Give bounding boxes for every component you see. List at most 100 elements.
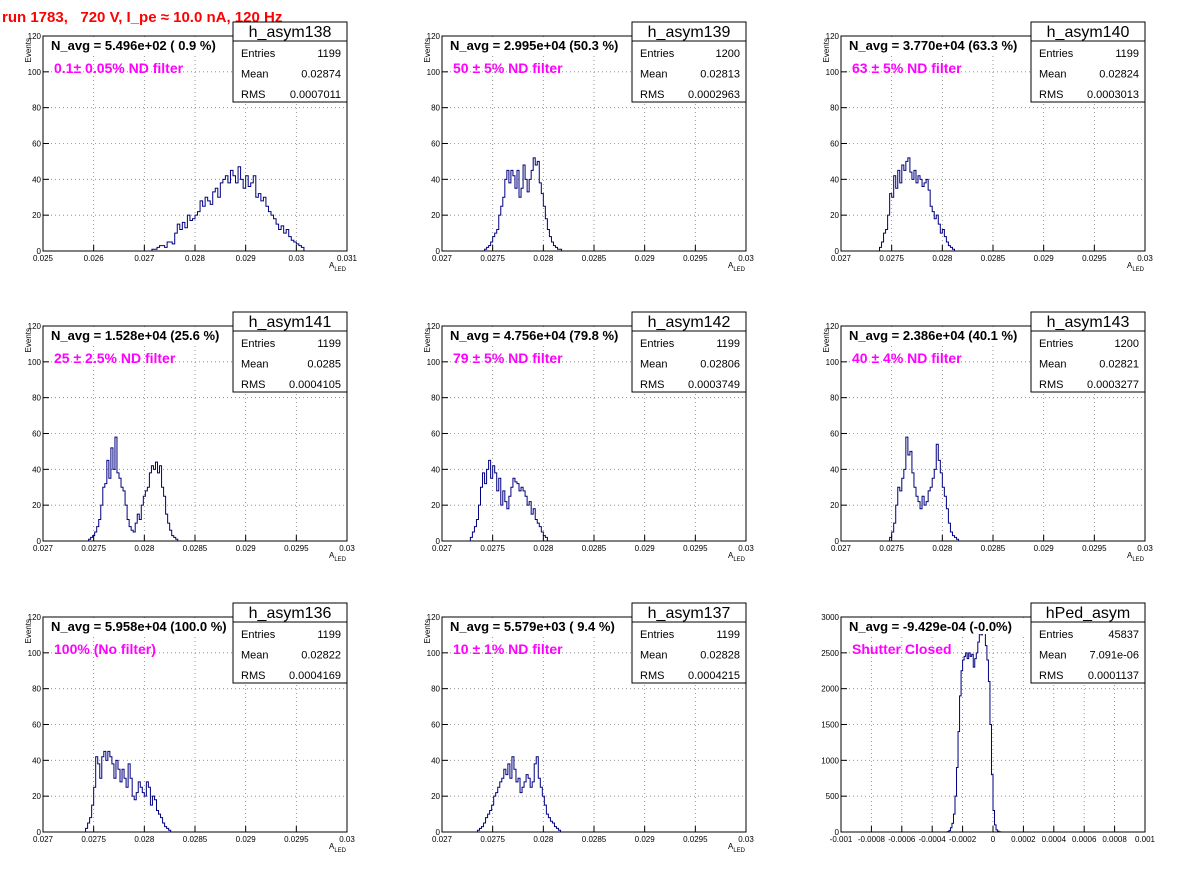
stats-key: Entries [241, 48, 276, 60]
x-axis-label-subscript: LED [1132, 267, 1144, 273]
stats-value: 0.0004169 [289, 670, 341, 682]
x-tick-label: 0.026 [84, 254, 105, 263]
y-tick-label: 80 [431, 394, 440, 403]
stats-box [631, 602, 747, 684]
stats-box [1030, 21, 1146, 103]
y-tick-label: 40 [830, 465, 839, 474]
navg-label: N_avg = 5.958e+04 (100.0 %) [51, 619, 227, 634]
x-tick-label: 0.028 [134, 544, 155, 553]
y-tick-label: 20 [32, 211, 41, 220]
x-tick-label: 0.027 [432, 544, 453, 553]
x-axis-label-subscript: LED [733, 267, 745, 273]
navg-background [447, 37, 629, 53]
y-tick-label: 20 [830, 501, 839, 510]
stats-value: 7.091e-06 [1089, 650, 1139, 662]
histogram-series [946, 623, 1002, 833]
x-tick-label: 0.0002 [1011, 835, 1036, 844]
x-tick-label: 0.029 [635, 254, 656, 263]
histogram-panel: 0.027 0.0275 0.028 0.0285 0.029 0.0295 0.03 0 20… [423, 602, 754, 854]
stats-key: Mean [640, 650, 668, 662]
stats-key: RMS [241, 670, 265, 682]
x-tick-label: 0.027 [33, 835, 54, 844]
histogram-name: h_asym141 [249, 314, 332, 331]
y-tick-label: 80 [830, 104, 839, 113]
stats-value: 0.0003277 [1087, 379, 1139, 391]
stats-value: 1200 [716, 48, 740, 60]
y-tick-label: 1000 [821, 756, 839, 765]
y-tick-label: 80 [32, 685, 41, 694]
stats-key: Entries [640, 629, 675, 641]
y-tick-label: 0 [835, 247, 840, 256]
navg-label: N_avg = 2.386e+04 (40.1 %) [849, 328, 1017, 343]
filter-note: 0.1± 0.05% ND filter [54, 60, 184, 76]
x-tick-label: 0.027 [432, 835, 453, 844]
x-tick-label: 0.029 [236, 544, 257, 553]
y-tick-label: 0 [835, 828, 840, 837]
y-tick-label: 60 [32, 721, 41, 730]
stats-key: RMS [640, 670, 664, 682]
x-tick-label: 0.028 [533, 254, 554, 263]
y-tick-label: 60 [32, 140, 41, 149]
y-tick-label: 20 [830, 211, 839, 220]
filter-note: 10 ± 1% ND filter [453, 641, 563, 657]
stats-key: RMS [1039, 670, 1063, 682]
x-axis-label: ALED [728, 842, 746, 854]
y-tick-label: 2000 [821, 685, 839, 694]
y-tick-label: 100 [826, 68, 840, 77]
y-axis-label: Events [24, 619, 33, 643]
histogram-name: h_asym137 [648, 605, 731, 622]
histogram-series [85, 750, 172, 832]
y-tick-label: 0 [37, 828, 42, 837]
x-tick-label: 0.03 [289, 254, 305, 263]
stats-box [232, 21, 348, 103]
stats-box [1030, 311, 1146, 393]
x-tick-label: 0.025 [33, 254, 54, 263]
y-tick-label: 60 [830, 140, 839, 149]
y-tick-label: 60 [32, 430, 41, 439]
stats-value: 1199 [317, 48, 341, 60]
y-tick-label: 20 [431, 792, 440, 801]
x-tick-label: 0.027 [831, 544, 852, 553]
stats-value: 0.02828 [700, 650, 740, 662]
stats-value: 0.0003013 [1087, 89, 1139, 101]
filter-note: 25 ± 2.5% ND filter [54, 350, 176, 366]
x-tick-label: 0.001 [1135, 835, 1156, 844]
x-tick-label: 0.0008 [1102, 835, 1127, 844]
x-tick-label: 0.0275 [81, 835, 106, 844]
y-axis-label: Events [423, 38, 432, 62]
histogram-series [469, 459, 548, 541]
y-tick-label: 120 [28, 322, 42, 331]
y-axis-label: Events [24, 38, 33, 62]
stats-value: 0.0004215 [688, 670, 740, 682]
histogram-series [879, 157, 955, 251]
x-tick-label: 0.03 [339, 835, 355, 844]
x-axis-label-main: A [728, 551, 734, 560]
x-tick-label: 0.027 [33, 544, 54, 553]
x-axis-label-subscript: LED [733, 557, 745, 563]
navg-label: N_avg = 2.995e+04 (50.3 %) [450, 38, 618, 53]
navg-label: N_avg = -9.429e-04 (-0.0%) [849, 619, 1012, 634]
x-tick-label: 0.031 [337, 254, 358, 263]
y-tick-label: 120 [427, 32, 441, 41]
stats-key: Mean [241, 69, 269, 81]
y-tick-label: 1500 [821, 721, 839, 730]
filter-note: 50 ± 5% ND filter [453, 60, 563, 76]
navg-label: N_avg = 5.579e+03 ( 9.4 %) [450, 619, 615, 634]
stats-value: 0.0007011 [290, 89, 341, 101]
stats-value: 1199 [716, 338, 740, 350]
x-axis-label-main: A [1127, 551, 1133, 560]
stats-key: Mean [241, 650, 269, 662]
y-axis-label: Events [24, 328, 33, 352]
histogram-panel: 0.027 0.0275 0.028 0.0285 0.029 0.0295 0.03 0 20… [24, 602, 355, 854]
stats-box [631, 311, 747, 393]
stats-value: 0.02822 [301, 650, 341, 662]
y-tick-label: 100 [28, 358, 42, 367]
stats-key: Entries [640, 338, 675, 350]
y-tick-label: 40 [431, 175, 440, 184]
x-tick-label: 0.027 [432, 254, 453, 263]
y-axis-label: Events [423, 328, 432, 352]
navg-label: N_avg = 5.496e+02 ( 0.9 %) [51, 38, 216, 53]
y-tick-label: 0 [37, 247, 42, 256]
x-tick-label: 0.028 [134, 835, 155, 844]
x-tick-label: 0.0285 [582, 544, 607, 553]
